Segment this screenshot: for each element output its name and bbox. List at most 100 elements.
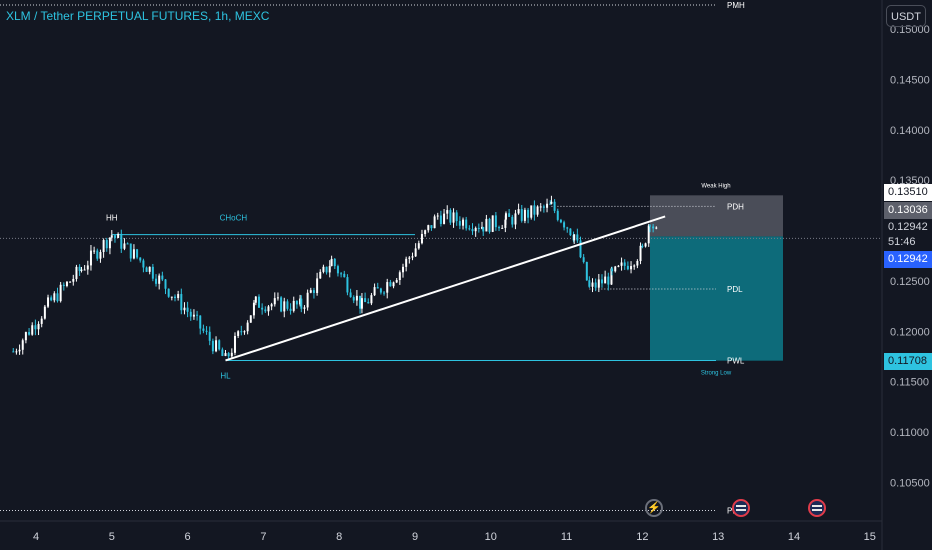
candle-body <box>34 325 37 330</box>
x-tick-label: 9 <box>412 531 418 543</box>
candle-body <box>504 213 507 220</box>
candle-body <box>230 352 233 357</box>
candle-body <box>31 325 34 335</box>
weak-high-label: Weak High <box>701 183 730 189</box>
candle-body <box>559 219 562 223</box>
candle-body <box>240 331 243 333</box>
candle-body <box>309 290 312 293</box>
candle-body <box>465 219 468 229</box>
candle-body <box>280 297 283 312</box>
x-tick-label: 6 <box>185 531 191 543</box>
candle-body <box>189 311 192 317</box>
candle-body <box>12 351 15 353</box>
x-tick-label: 7 <box>260 531 266 543</box>
candle-body <box>53 293 56 301</box>
candle-body <box>28 332 31 335</box>
candle-body <box>148 266 151 272</box>
x-tick-label: 5 <box>109 531 115 543</box>
candle-body <box>392 282 395 287</box>
candle-body <box>80 269 83 271</box>
candle-body <box>494 215 497 228</box>
candle-body <box>373 287 376 296</box>
candle-body <box>177 294 180 299</box>
candle-body <box>89 250 92 266</box>
candle-body <box>333 258 336 267</box>
candle-body <box>69 281 72 283</box>
candle-body <box>199 315 202 329</box>
candle-body <box>208 331 211 341</box>
candle-body <box>254 296 257 303</box>
candle-body <box>270 304 273 307</box>
candle-body <box>355 295 358 301</box>
candle-body <box>455 212 458 222</box>
candle-body <box>452 212 455 223</box>
candle-body <box>316 278 319 293</box>
candle-body <box>37 323 40 330</box>
candle-body <box>436 215 439 217</box>
price-tag-pwl: 0.11708 <box>884 352 932 370</box>
candle-body <box>468 228 471 230</box>
candle-body <box>458 221 461 226</box>
candle-body <box>62 284 65 286</box>
candle-body <box>517 209 520 214</box>
candle-body <box>75 266 78 279</box>
candle-body <box>173 296 176 299</box>
candle-body <box>161 275 164 280</box>
candle-body <box>566 227 569 229</box>
candle-body <box>15 351 18 353</box>
x-tick-label: 12 <box>636 531 648 543</box>
candle-body <box>21 340 24 350</box>
candle-body <box>530 205 533 218</box>
candle-body <box>246 322 249 332</box>
price-tag-weak-high: 0.13510 <box>884 184 932 202</box>
candle-body <box>18 349 21 352</box>
candle-body <box>533 205 536 215</box>
candle-body <box>641 245 644 247</box>
candle-body <box>648 225 651 227</box>
candle-body <box>167 288 170 297</box>
candle-body <box>158 275 161 284</box>
candle-body <box>352 297 355 301</box>
candle-body <box>359 295 362 309</box>
hl-label: HL <box>220 371 231 380</box>
x-tick-label: 8 <box>336 531 342 543</box>
candle-body <box>376 287 379 289</box>
candle-body <box>620 262 623 266</box>
candle-body <box>264 309 267 312</box>
us-flag-icon[interactable] <box>732 499 750 517</box>
candle-body <box>402 266 405 273</box>
candle-body <box>142 260 145 268</box>
currency-button[interactable]: USDT <box>886 5 926 27</box>
candle-body <box>276 297 279 299</box>
candle-body <box>417 243 420 249</box>
x-tick-label: 10 <box>485 531 497 543</box>
candle-body <box>202 328 205 331</box>
candle-body <box>379 288 382 293</box>
candle-body <box>105 240 108 249</box>
candle-body <box>145 267 148 272</box>
candle-body <box>652 226 655 229</box>
price-tag-last: 0.12942 <box>884 218 932 236</box>
trendline[interactable] <box>225 215 666 362</box>
candle-body <box>292 300 295 311</box>
candle-body <box>170 296 173 298</box>
price-tag-pdh: 0.13036 <box>884 202 932 220</box>
candle-body <box>303 307 306 309</box>
candle-body <box>617 265 620 267</box>
candle-body <box>644 243 647 247</box>
candle-body <box>267 306 270 312</box>
candle-body <box>611 268 614 272</box>
candle-body <box>626 265 629 270</box>
candle-body <box>96 250 99 259</box>
us-flag-icon[interactable] <box>808 499 826 517</box>
candle-body <box>491 215 494 232</box>
candle-body <box>93 250 96 252</box>
candle-body <box>550 201 553 204</box>
candle-body <box>549 203 552 205</box>
candle-body <box>655 227 658 229</box>
candle-body <box>215 340 218 352</box>
candle-body <box>56 293 59 302</box>
choch-label: CHoCH <box>220 214 248 223</box>
lightning-icon[interactable]: ⚡ <box>645 499 663 517</box>
